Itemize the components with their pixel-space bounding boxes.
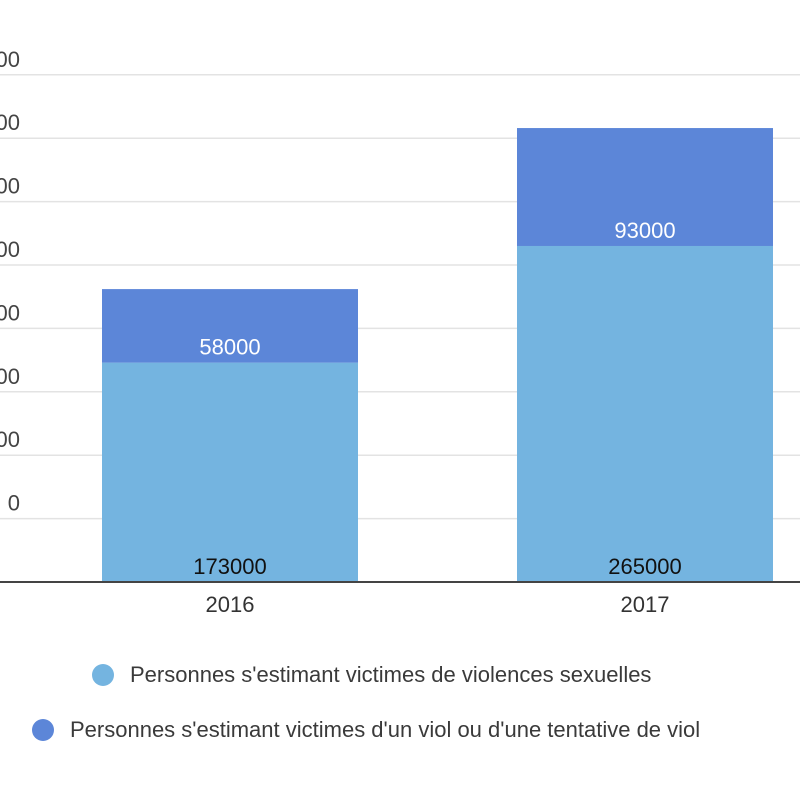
data-label-2017-0: 265000 [608, 554, 681, 579]
y-tick-label: 00 [0, 110, 20, 135]
bar-segment-2016-1 [102, 289, 358, 363]
y-tick-label: 00 [0, 300, 20, 325]
x-axis-tick-labels: 2016 2017 [206, 592, 670, 617]
y-tick-label: 00 [0, 237, 20, 262]
data-label-2017-1: 93000 [614, 218, 675, 243]
legend-swatch-rape [32, 719, 54, 741]
y-tick-label: 00 [0, 174, 20, 199]
legend-swatch-sexual-violence [92, 664, 114, 686]
legend-label-sexual-violence: Personnes s'estimant victimes de violenc… [130, 662, 652, 687]
y-tick-label: 0 [8, 491, 20, 516]
bars: 173000 58000 265000 93000 [102, 128, 773, 583]
bar-segment-2016-0 [102, 362, 358, 582]
legend-item-rape: Personnes s'estimant victimes d'un viol … [32, 717, 700, 743]
data-label-2016-0: 173000 [193, 554, 266, 579]
legend-label-rape: Personnes s'estimant victimes d'un viol … [70, 717, 701, 742]
legend-item-sexual-violence: Personnes s'estimant victimes de violenc… [92, 662, 651, 688]
y-tick-label: 00 [0, 364, 20, 389]
x-tick-label-2017: 2017 [621, 592, 670, 617]
y-tick-label: 00 [0, 47, 20, 72]
data-label-2016-1: 58000 [199, 335, 260, 360]
bar-segment-2017-0 [517, 245, 773, 583]
y-tick-label: 00 [0, 427, 20, 452]
bar-segment-2017-1 [517, 128, 773, 246]
x-tick-label-2016: 2016 [206, 592, 255, 617]
